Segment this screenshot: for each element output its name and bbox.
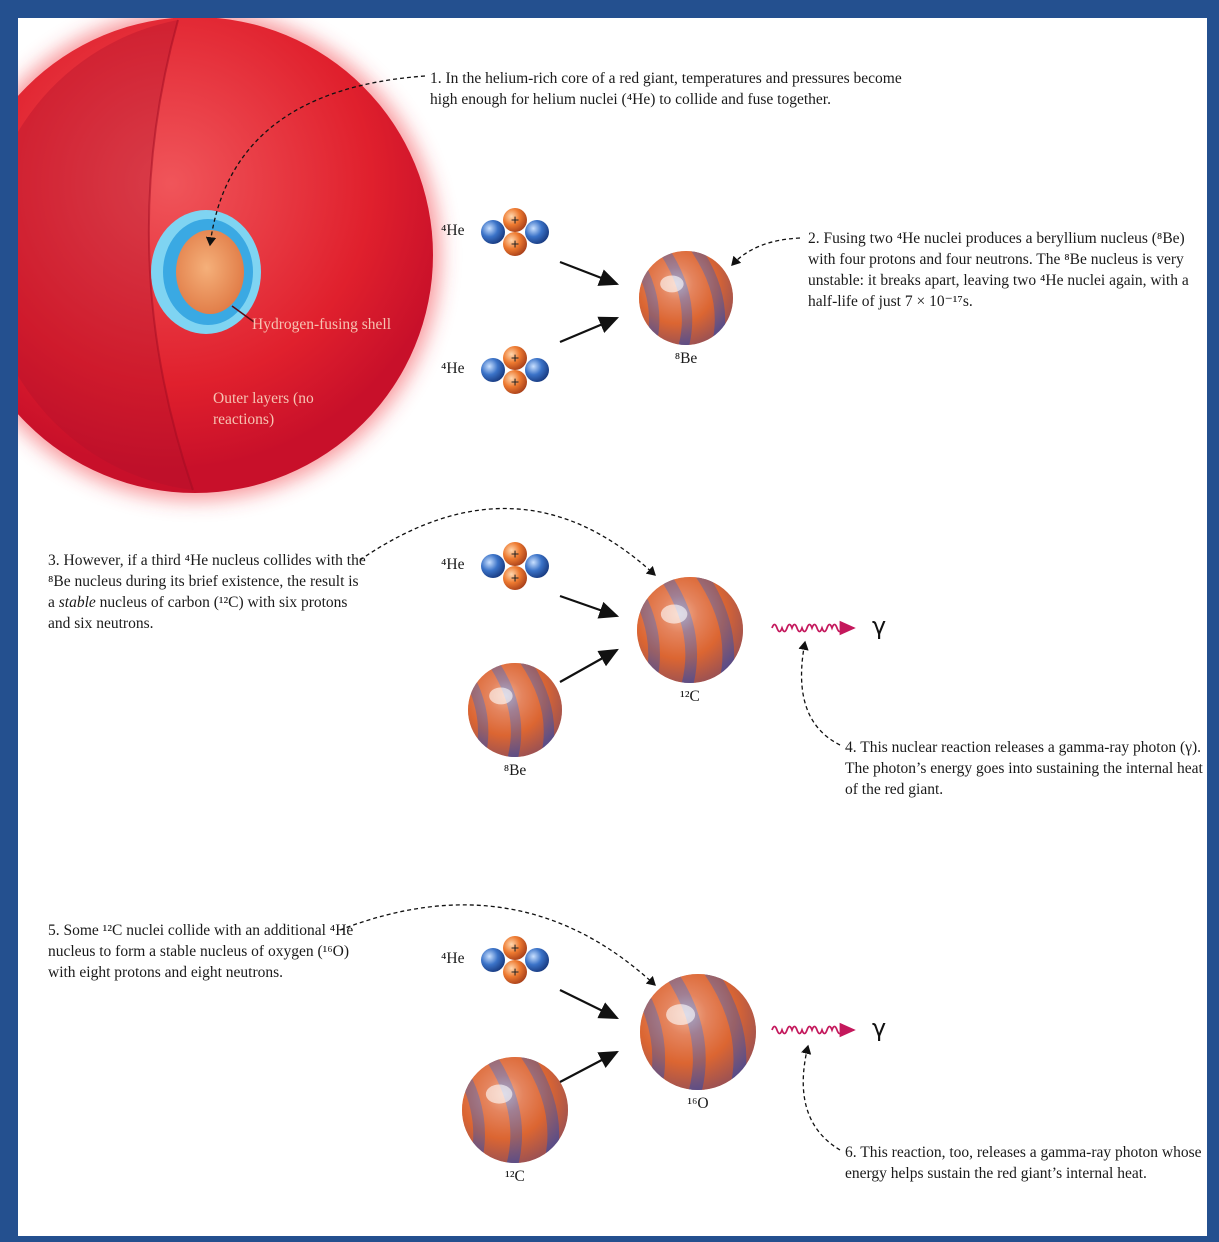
dashed-callout (798, 640, 841, 746)
step-3: 3. However, if a third ⁴He nucleus colli… (48, 550, 368, 634)
proton-sign: + (511, 213, 520, 229)
photon-wave (771, 1022, 856, 1038)
helium-label: ⁴He (441, 950, 465, 967)
proton-sign: + (511, 965, 520, 981)
proton (503, 346, 527, 370)
helium-label: ⁴He (441, 360, 465, 377)
arrow (559, 989, 619, 1019)
hydrogen-shell-label: Hydrogen-fusing shell (252, 316, 392, 333)
neutron (481, 554, 505, 578)
neutron (525, 358, 549, 382)
proton (503, 936, 527, 960)
proton-sign: + (511, 237, 520, 253)
arrow (559, 316, 620, 344)
neutron (481, 358, 505, 382)
nucleus-label: ⁸Be (503, 762, 527, 779)
step-1: 1. In the helium-rich core of a red gian… (430, 70, 902, 108)
nucleus (462, 1057, 568, 1163)
nucleus-shade (640, 974, 756, 1090)
photon-wave (771, 620, 856, 636)
helium-core (176, 230, 244, 314)
proton-sign: + (511, 571, 520, 587)
highlight (660, 604, 688, 624)
star-cut-face (18, 20, 193, 490)
star-cut-edge (147, 19, 194, 491)
helium-nucleus: ++ (481, 346, 549, 394)
proton (503, 370, 527, 394)
step-2: 2. Fusing two ⁴He nuclei produces a bery… (808, 230, 1189, 310)
step-3-text: 3. However, if a third ⁴He nucleus colli… (48, 552, 366, 611)
neutron (525, 220, 549, 244)
dashed-callout (205, 75, 426, 247)
neutron (525, 948, 549, 972)
neutron (481, 220, 505, 244)
step-6: 6. This reaction, too, releases a gamma-… (845, 1144, 1202, 1182)
helium-nucleus: ++ (481, 208, 549, 256)
outer-layers-label: Outer layers (no reactions) (213, 390, 314, 428)
dashed-callout (801, 1044, 841, 1151)
dashed-callout (731, 237, 801, 266)
proton (503, 208, 527, 232)
nucleus (639, 251, 733, 345)
nucleus-shade (639, 251, 733, 345)
nucleus (637, 577, 743, 683)
dashed-callout (359, 507, 656, 576)
highlight (485, 1084, 513, 1104)
proton (503, 960, 527, 984)
proton-sign: + (511, 547, 520, 563)
neutron (525, 554, 549, 578)
highlight (489, 687, 513, 705)
step-3-text-end: nucleus of carbon (¹²C) with six protons… (48, 594, 348, 632)
diagram: ++++++++ (18, 18, 856, 1163)
shell-pointer (231, 305, 255, 323)
helium-label: ⁴He (441, 222, 465, 239)
step-3-emphasis: stable (58, 594, 96, 611)
highlight (660, 275, 684, 293)
nucleus (468, 663, 562, 757)
nucleus-label: ⁸Be (674, 350, 698, 367)
proton-sign: + (511, 375, 520, 391)
proton (503, 566, 527, 590)
diagram-frame: + + + + + + + + 1. In the helium-rich core of a… (18, 18, 1207, 1236)
highlight (666, 1004, 696, 1026)
neutron (481, 948, 505, 972)
arrow (559, 648, 619, 683)
proton (503, 232, 527, 256)
nucleus-label: ¹⁶O (687, 1095, 709, 1112)
photon-label: γ (872, 612, 887, 640)
nucleus-label: ¹²C (505, 1168, 525, 1185)
proton (503, 542, 527, 566)
helium-label: ⁴He (441, 556, 465, 573)
nucleus (640, 974, 756, 1090)
nucleus-shade (637, 577, 743, 683)
helium-nucleus: ++ (481, 542, 549, 590)
arrow (559, 1050, 619, 1083)
arrow (559, 594, 620, 619)
step-5: 5. Some ¹²C nuclei collide with an addit… (48, 922, 354, 981)
nucleus-shade (462, 1057, 568, 1163)
photon-label: γ (872, 1014, 887, 1042)
helium-nucleus: ++ (481, 936, 549, 984)
nucleus-shade (468, 663, 562, 757)
arrow (559, 260, 620, 286)
dashed-callout (339, 904, 656, 986)
proton-sign: + (511, 351, 520, 367)
step-4: 4. This nuclear reaction releases a gamm… (845, 739, 1203, 798)
proton-sign: + (511, 941, 520, 957)
red-giant (18, 18, 440, 500)
nucleus-label: ¹²C (680, 688, 700, 705)
